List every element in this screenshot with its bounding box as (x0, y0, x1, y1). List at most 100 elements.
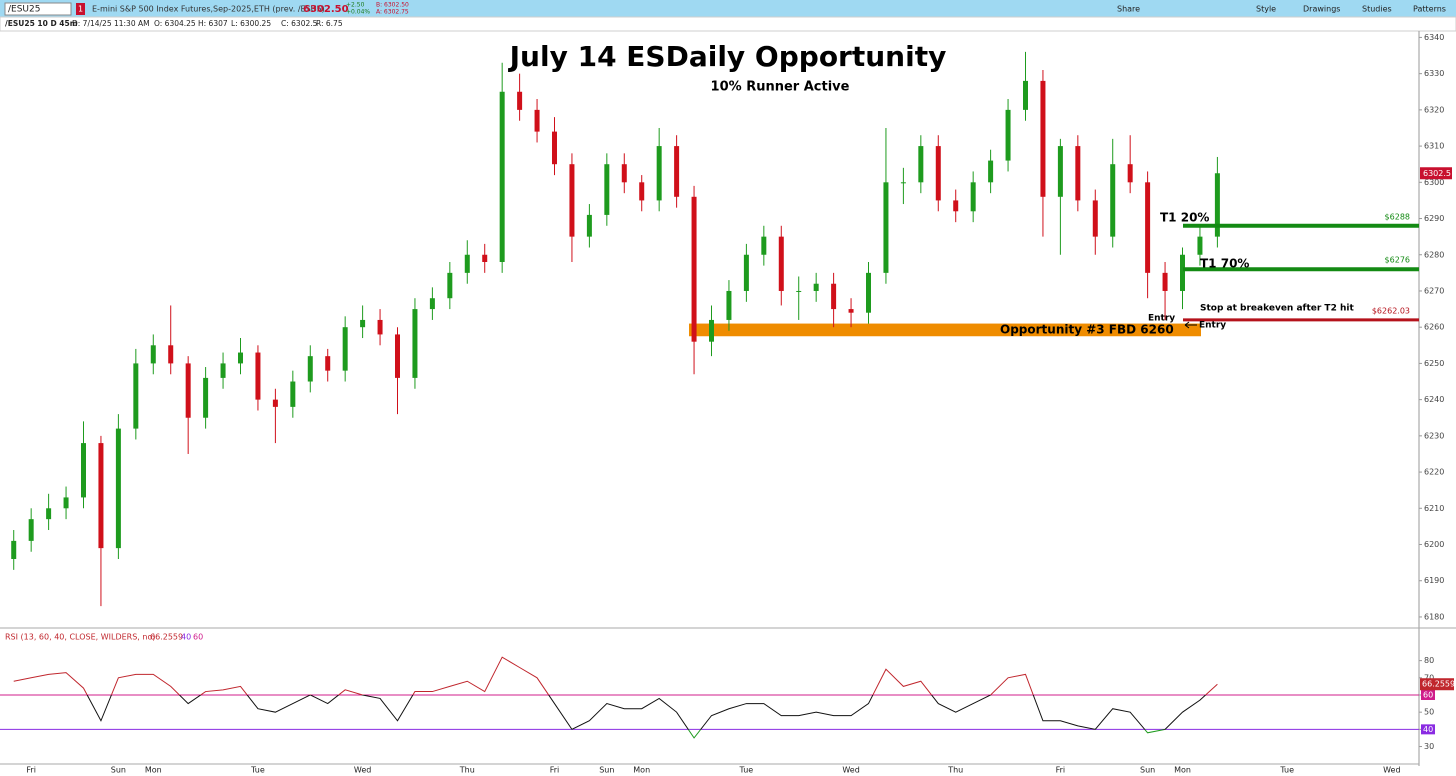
toolbar-button[interactable]: Style (1256, 5, 1276, 14)
info-field: C: 6302.5 (281, 19, 318, 28)
entry-label: Entry (1148, 314, 1175, 324)
y-tick-label: 6340 (1424, 33, 1444, 42)
info-field: D: 7/14/25 11:30 AM (72, 19, 150, 28)
candle-body (150, 345, 156, 364)
y-tick-label: 6270 (1424, 286, 1444, 295)
y-tick-label: 70 (1424, 673, 1434, 682)
candle-body (272, 399, 278, 407)
y-tick-label: 6250 (1424, 359, 1444, 368)
y-tick-label: 6210 (1424, 504, 1444, 513)
y-tick-label: 50 (1424, 708, 1434, 717)
candle-body (81, 443, 86, 498)
candle-body (866, 272, 871, 313)
y-tick-label: 6330 (1424, 69, 1444, 78)
x-tick-label: Fri (26, 766, 36, 775)
candle-body (831, 283, 837, 310)
toolbar-button[interactable]: Share (1117, 5, 1140, 14)
candle-body (238, 352, 243, 364)
rsi-header-value: 66.2559 (150, 633, 183, 642)
price-tag: 6302.5 (1423, 169, 1451, 178)
candle-body (953, 200, 959, 212)
candle-body (28, 519, 34, 541)
candle-body (1040, 80, 1046, 197)
candle-body (1127, 164, 1133, 183)
candle-body (796, 290, 802, 292)
candle-body (743, 254, 749, 291)
candle-body (185, 363, 191, 418)
candle-body (935, 146, 941, 201)
description: E-mini S&P 500 Index Futures,Sep-2025,ET… (92, 5, 325, 14)
y-tick-label: 6310 (1424, 142, 1444, 151)
candle-body (46, 508, 52, 520)
rsi-tag: 66.2559 (1422, 680, 1455, 689)
rsi-level-label: 60 (1423, 690, 1433, 699)
candle-body (552, 131, 557, 165)
toolbar-button[interactable]: Patterns (1413, 5, 1446, 14)
candle-body (290, 381, 296, 407)
candle-body (970, 182, 976, 212)
candle-body (98, 443, 104, 549)
candle-body (709, 319, 714, 342)
candle-body (1214, 173, 1220, 237)
chart-subtitle: 10% Runner Active (711, 80, 850, 95)
entry-arrow (1184, 321, 1197, 329)
rsi-header-level: 40 (181, 633, 191, 642)
candle-body (778, 236, 784, 291)
candle-body (395, 334, 400, 378)
candle-body (569, 164, 575, 237)
x-tick-label: Tue (739, 766, 754, 775)
symbol[interactable]: /ESU25 (8, 5, 40, 15)
candle-body (499, 91, 505, 262)
badge: 1 (78, 5, 83, 14)
y-tick-label: 6320 (1424, 105, 1444, 114)
candle-body (900, 182, 906, 184)
level-label: T1 20% (1160, 210, 1209, 224)
x-tick-label: Thu (947, 766, 963, 775)
candle-body (1023, 80, 1028, 110)
y-tick-label: 6230 (1424, 431, 1444, 440)
candle-body (447, 272, 453, 299)
candle-body (220, 363, 226, 378)
candle-body (429, 298, 435, 310)
rsi-level-label: 40 (1423, 725, 1433, 734)
info-field: O: 6304.25 (154, 19, 196, 28)
candle-body (168, 345, 174, 364)
symbol-box[interactable] (4, 2, 72, 16)
candle-body (1057, 146, 1063, 197)
y-tick-label: 80 (1424, 656, 1434, 665)
candle-body (342, 327, 348, 371)
y-tick-label: 6240 (1424, 395, 1444, 404)
x-tick-label: Mon (633, 766, 650, 775)
candle-body (325, 356, 331, 371)
y-tick-label: 6180 (1424, 612, 1444, 621)
y-tick-label: 6260 (1424, 323, 1444, 332)
opportunity-zone (689, 323, 1201, 337)
toolbar (0, 0, 1456, 17)
candle-body (813, 283, 819, 291)
x-tick-label: Thu (459, 766, 475, 775)
ask: A: 6302.75 (376, 9, 409, 16)
rsi-line (13, 656, 1218, 739)
toolbar-button[interactable]: Studies (1362, 5, 1392, 14)
badge-bg (76, 3, 85, 15)
entry-label: Entry (1199, 321, 1226, 331)
candle-body (691, 196, 697, 342)
candle-body (586, 214, 592, 237)
x-tick-label: Sun (599, 766, 614, 775)
rsi-tag-bg (1420, 678, 1454, 691)
info-field: R: 6.75 (316, 19, 343, 28)
candle-body (63, 497, 69, 509)
y-tick-label: 6290 (1424, 214, 1444, 223)
change: +2.50 (346, 2, 365, 9)
toolbar-button[interactable]: Drawings (1303, 5, 1340, 14)
candle-body (517, 91, 523, 110)
candle-body (918, 146, 924, 183)
candle-body (377, 319, 383, 335)
x-tick-label: Wed (354, 766, 371, 775)
y-tick-label: 6190 (1424, 576, 1444, 585)
candle-body (604, 164, 610, 215)
y-tick-label: 6300 (1424, 178, 1444, 187)
x-tick-label: Sun (1140, 766, 1155, 775)
candle-body (115, 428, 121, 549)
rsi-title: RSI (13, 60, 40, CLOSE, WILDERS, no) (5, 633, 155, 642)
